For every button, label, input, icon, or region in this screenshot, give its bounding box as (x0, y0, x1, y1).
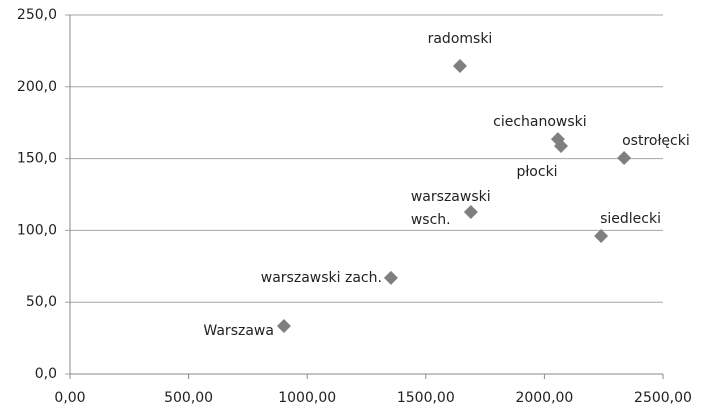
point-label: ostrołęcki (622, 133, 690, 149)
y-tick-label: 50,0 (26, 294, 57, 310)
x-tick-label: 2500,00 (634, 390, 692, 406)
point-label: Warszawa (203, 323, 274, 339)
y-tick-label: 100,0 (17, 222, 57, 238)
x-tick-label: 0,00 (54, 390, 85, 406)
point-label: płocki (516, 164, 557, 180)
x-tick-label: 500,00 (164, 390, 213, 406)
point (452, 58, 467, 73)
point-label: radomski (428, 31, 493, 47)
y-tick-label: 150,0 (17, 151, 57, 167)
point-label: ciechanowski (493, 114, 587, 130)
point (463, 205, 478, 220)
point (554, 138, 569, 153)
x-tick-label: 1500,00 (397, 390, 455, 406)
point (617, 151, 632, 166)
y-tick-label: 200,0 (17, 79, 57, 95)
y-tick-label: 250,0 (17, 7, 57, 23)
point (383, 270, 398, 285)
point-label: warszawski wsch. (411, 189, 491, 228)
x-tick-label: 1000,00 (278, 390, 336, 406)
point-label: siedlecki (600, 211, 661, 227)
y-tick-label: 0,0 (35, 366, 57, 382)
x-tick-label: 2000,00 (515, 390, 573, 406)
point (594, 229, 609, 244)
point-label: warszawski zach. (261, 270, 382, 286)
point (276, 319, 291, 334)
